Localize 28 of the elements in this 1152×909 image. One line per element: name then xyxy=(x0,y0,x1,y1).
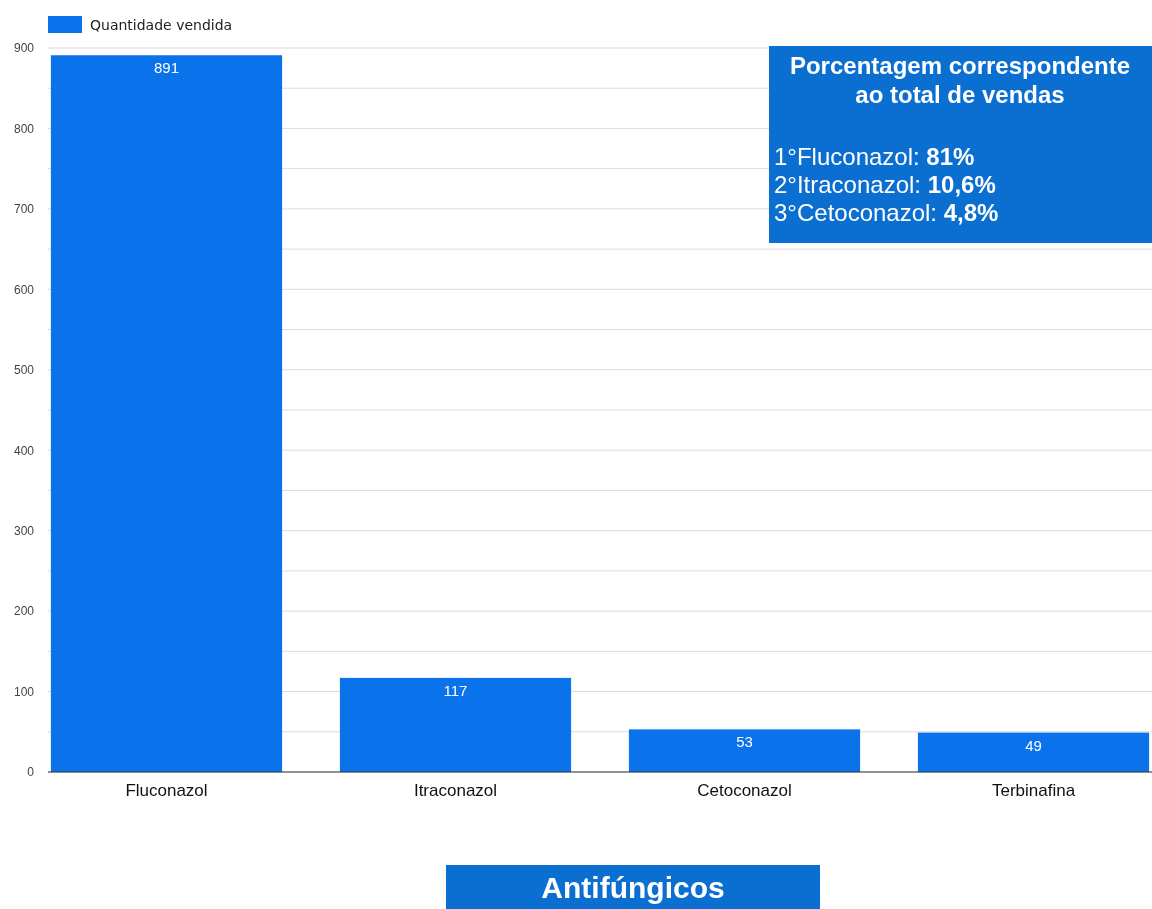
y-tick-label: 500 xyxy=(13,363,35,378)
annotation: 3°Cetoconazol: 4,8% xyxy=(774,199,999,226)
x-tick-label: Cetoconazol xyxy=(697,781,792,801)
bar xyxy=(339,677,572,772)
y-tick-label: 700 xyxy=(13,202,35,217)
bar xyxy=(628,729,861,772)
bar xyxy=(50,55,283,772)
x-axis-title: Antifúngicos xyxy=(541,871,725,904)
legend-label: Quantidade vendida xyxy=(90,17,233,33)
data-label: 117 xyxy=(443,681,468,699)
y-tick-label: 600 xyxy=(13,282,35,297)
y-tick-label: 300 xyxy=(13,524,35,539)
annotation: 2°Itraconazol: 10,6% xyxy=(774,171,996,198)
x-tick-label: Itraconazol xyxy=(413,781,498,801)
y-tick-label: 0 xyxy=(27,765,35,780)
data-label: 49 xyxy=(1025,736,1042,754)
x-tick-label: Fluconazol xyxy=(125,781,208,801)
bar xyxy=(917,732,1150,772)
annotation: Porcentagem correspondente ao total de vendas xyxy=(789,52,1131,108)
y-tick-label: 800 xyxy=(13,121,35,136)
x-tick-label: Terbinafina xyxy=(991,781,1076,801)
y-tick-label: 400 xyxy=(13,443,35,458)
y-tick-label: 200 xyxy=(13,604,35,619)
data-label: 891 xyxy=(153,59,180,77)
y-tick-label: 100 xyxy=(13,684,35,699)
annotation: 1°Fluconazol: 81% xyxy=(774,143,975,170)
y-tick-label: 900 xyxy=(13,41,35,56)
data-label: 53 xyxy=(736,733,753,751)
